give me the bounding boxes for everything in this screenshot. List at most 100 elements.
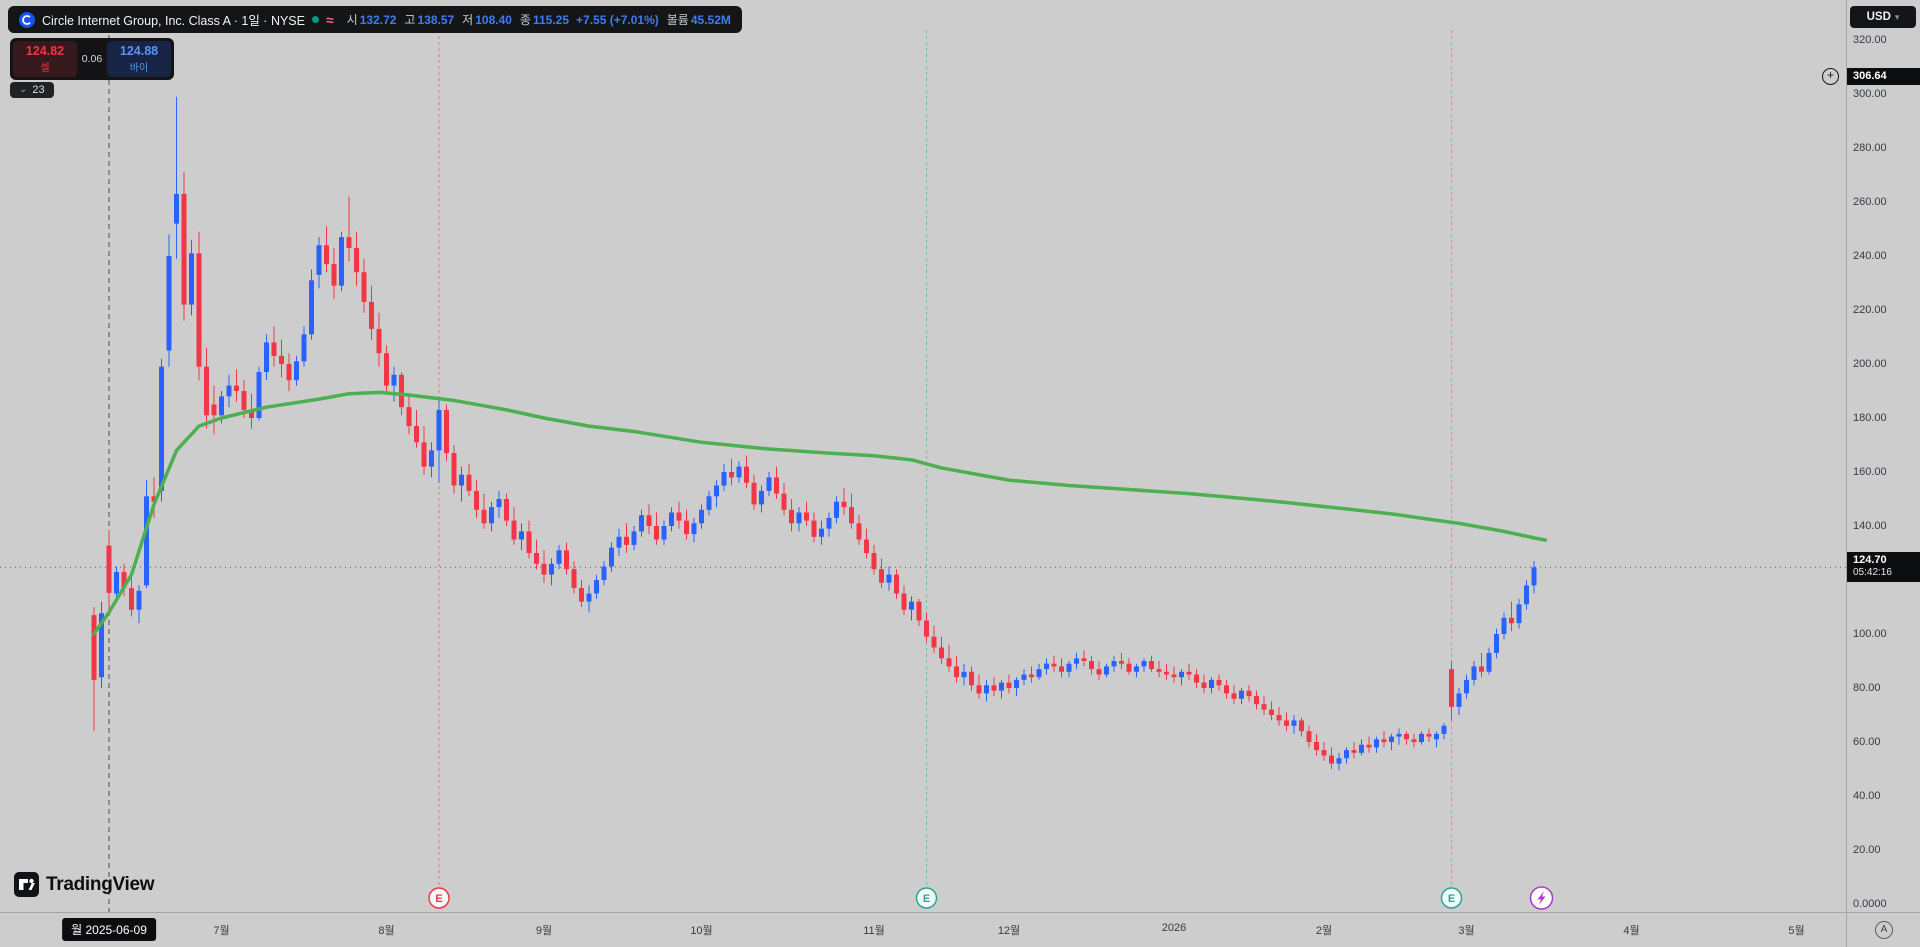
- earnings-marker[interactable]: [428, 887, 450, 909]
- lightning-icon: [1537, 891, 1546, 905]
- candle-body: [151, 496, 157, 502]
- candle-body: [1141, 661, 1147, 667]
- candle-body: [1029, 674, 1034, 678]
- candle-body: [271, 342, 277, 356]
- time-tick-label: 9월: [535, 925, 553, 937]
- candle-body: [1426, 733, 1432, 737]
- candle-body: [1239, 690, 1244, 699]
- candle-body: [1501, 617, 1507, 634]
- candle-body: [481, 509, 487, 524]
- candle-body: [684, 520, 689, 535]
- candle-body: [219, 396, 224, 416]
- candle-body: [429, 450, 434, 467]
- candle-body: [1531, 567, 1537, 586]
- candle-body: [1224, 685, 1229, 694]
- candle-body: [1104, 666, 1109, 675]
- candle-body: [961, 671, 967, 678]
- candle-body: [571, 569, 577, 589]
- price-tick-label: 200.00: [1853, 358, 1887, 370]
- candle-body: [1336, 758, 1342, 764]
- candle-body: [856, 523, 862, 540]
- volume-value: 45.52M: [690, 12, 731, 27]
- candle-body: [1096, 669, 1102, 675]
- candle-body: [526, 531, 532, 553]
- candle-body: [399, 374, 404, 408]
- candle-body: [616, 536, 622, 548]
- candle-body: [1269, 709, 1274, 715]
- candle-body: [976, 685, 982, 694]
- candle-body: [121, 571, 127, 589]
- last-price-value: 124.70: [1853, 554, 1887, 567]
- buy-button[interactable]: 124.88 바이: [107, 41, 171, 77]
- auto-scale-button[interactable]: A: [1875, 921, 1893, 939]
- price-tick-label: 180.00: [1853, 412, 1887, 424]
- time-tick-label: 7월: [213, 925, 230, 937]
- tradingview-logo[interactable]: TradingView: [14, 872, 155, 897]
- candle-body: [414, 426, 419, 443]
- candle-body: [241, 391, 247, 410]
- candle-body: [594, 580, 599, 594]
- candle-body: [1329, 755, 1334, 764]
- candle-body: [1441, 725, 1447, 734]
- alert-price-badge[interactable]: 306.64: [1847, 67, 1920, 85]
- sell-button[interactable]: 124.82 셀: [13, 41, 77, 77]
- stream-wave-icon[interactable]: ≈: [325, 11, 334, 28]
- earnings-marker[interactable]: [1440, 887, 1463, 909]
- close-value: 115.25: [532, 12, 570, 27]
- price-tick-label: 320.00: [1853, 34, 1887, 46]
- candle-body: [826, 517, 832, 529]
- candle-body: [384, 353, 389, 386]
- candle-body: [729, 472, 734, 478]
- candle-body: [189, 253, 194, 305]
- candle-body: [234, 385, 239, 391]
- candle-body: [654, 526, 659, 540]
- candle-body: [204, 366, 209, 416]
- candle-body: [699, 509, 704, 524]
- candle-body: [939, 647, 944, 659]
- candle-body: [766, 477, 772, 491]
- candle-body: [466, 474, 472, 491]
- candle-body: [924, 620, 929, 637]
- tradingview-mark-icon: [14, 872, 39, 897]
- candle-body: [781, 493, 787, 510]
- candle-body: [819, 528, 824, 537]
- objects-tray-toggle[interactable]: ⌄ 23: [10, 82, 54, 98]
- candle-body: [796, 512, 802, 524]
- candle-body: [99, 613, 104, 678]
- candle-body: [196, 253, 202, 367]
- candle-body: [1134, 666, 1139, 672]
- candle-body: [1186, 671, 1192, 675]
- candle-body: [609, 547, 614, 567]
- candle-body: [114, 571, 119, 594]
- symbol-title[interactable]: Circle Internet Group, Inc. Class A · 1일…: [42, 14, 305, 28]
- chevron-down-icon: ⌄: [19, 84, 28, 95]
- price-tick-label: 280.00: [1853, 142, 1887, 154]
- candle-body: [811, 520, 817, 537]
- moving-average-line[interactable]: [92, 390, 1547, 636]
- time-axis[interactable]: 월 2025-06-09 7월 8월 9월 10월 11월 12월 2026 2월 3월 4월 5월: [0, 912, 1846, 947]
- candle-body: [1284, 720, 1289, 726]
- candle-body: [279, 355, 284, 364]
- price-axis[interactable]: USD ▾ 306.64 124.70 05:42:16 320.00 300.0…: [1846, 0, 1920, 912]
- caret-down-icon: ▾: [1894, 11, 1900, 22]
- candle-body: [931, 636, 937, 648]
- candle-body: [549, 563, 554, 575]
- candle-body: [1089, 661, 1094, 670]
- candle-body: [444, 409, 449, 454]
- candle-body: [714, 485, 719, 497]
- earnings-marker[interactable]: [915, 887, 938, 909]
- candle-body: [1014, 679, 1019, 688]
- currency-selector[interactable]: USD ▾: [1850, 6, 1916, 28]
- add-alert-plus-icon[interactable]: +: [1822, 68, 1839, 86]
- candle-body: [286, 364, 292, 381]
- time-tick-label: 2026: [1161, 922, 1187, 934]
- candle-body: [249, 409, 254, 418]
- candle-body: [1231, 693, 1237, 699]
- candle-body: [804, 512, 809, 521]
- candle-body: [789, 509, 794, 524]
- candle-body: [159, 366, 164, 491]
- price-tick-label: 300.00: [1853, 88, 1887, 100]
- sell-price: 124.82: [25, 44, 65, 58]
- candle-body: [1164, 671, 1169, 675]
